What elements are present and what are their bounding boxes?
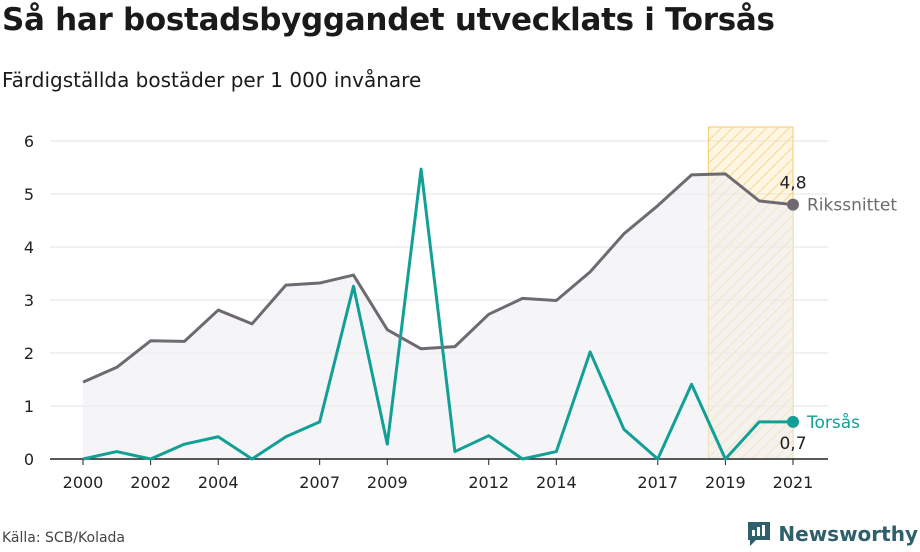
torsas-line-end-point <box>787 415 799 428</box>
torsas-end-value-label: 0,7 <box>779 434 806 454</box>
newsworthy-logo-icon <box>748 522 771 546</box>
x-tick-label: 2002 <box>130 473 171 492</box>
y-tick-label: 3 <box>24 291 34 310</box>
x-tick-label: 2014 <box>536 473 577 492</box>
riks-line-end-point <box>787 198 799 211</box>
source-note: Källa: SCB/Kolada <box>2 530 126 546</box>
x-tick-label: 2007 <box>299 473 340 492</box>
y-tick-label: 5 <box>24 185 34 204</box>
x-tick-label: 2004 <box>198 473 239 492</box>
chart-subtitle: Färdigställda bostäder per 1 000 invånar… <box>2 68 422 92</box>
x-tick-label: 2021 <box>773 473 814 492</box>
y-tick-label: 0 <box>24 450 34 469</box>
x-tick-label: 2009 <box>367 473 408 492</box>
x-tick-label: 2000 <box>63 473 104 492</box>
x-tick-label: 2019 <box>705 473 746 492</box>
brand-name: Newsworthy <box>778 522 918 546</box>
y-tick-label: 4 <box>24 238 34 257</box>
torsas-series-label: Torsås <box>806 412 860 433</box>
chart-title: Så har bostadsbyggandet utvecklats i Tor… <box>2 2 775 38</box>
axes: 0 1 2 3 4 5 6 2000 2002 2004 2007 2009 2012 2014 2017 2… <box>24 132 828 492</box>
x-tick-label: 2012 <box>468 473 509 492</box>
riks-end-value-label: 4,8 <box>779 174 806 194</box>
brand-logo: Newsworthy <box>746 520 918 548</box>
series <box>82 167 799 461</box>
y-tick-label: 2 <box>24 344 34 363</box>
riks-line <box>82 172 794 384</box>
y-tick-label: 1 <box>24 397 34 416</box>
y-tick-label: 6 <box>24 132 34 151</box>
torsas-line <box>82 167 793 461</box>
riks-series-label: Rikssnittet <box>807 196 897 216</box>
x-tick-label: 2017 <box>637 473 678 492</box>
